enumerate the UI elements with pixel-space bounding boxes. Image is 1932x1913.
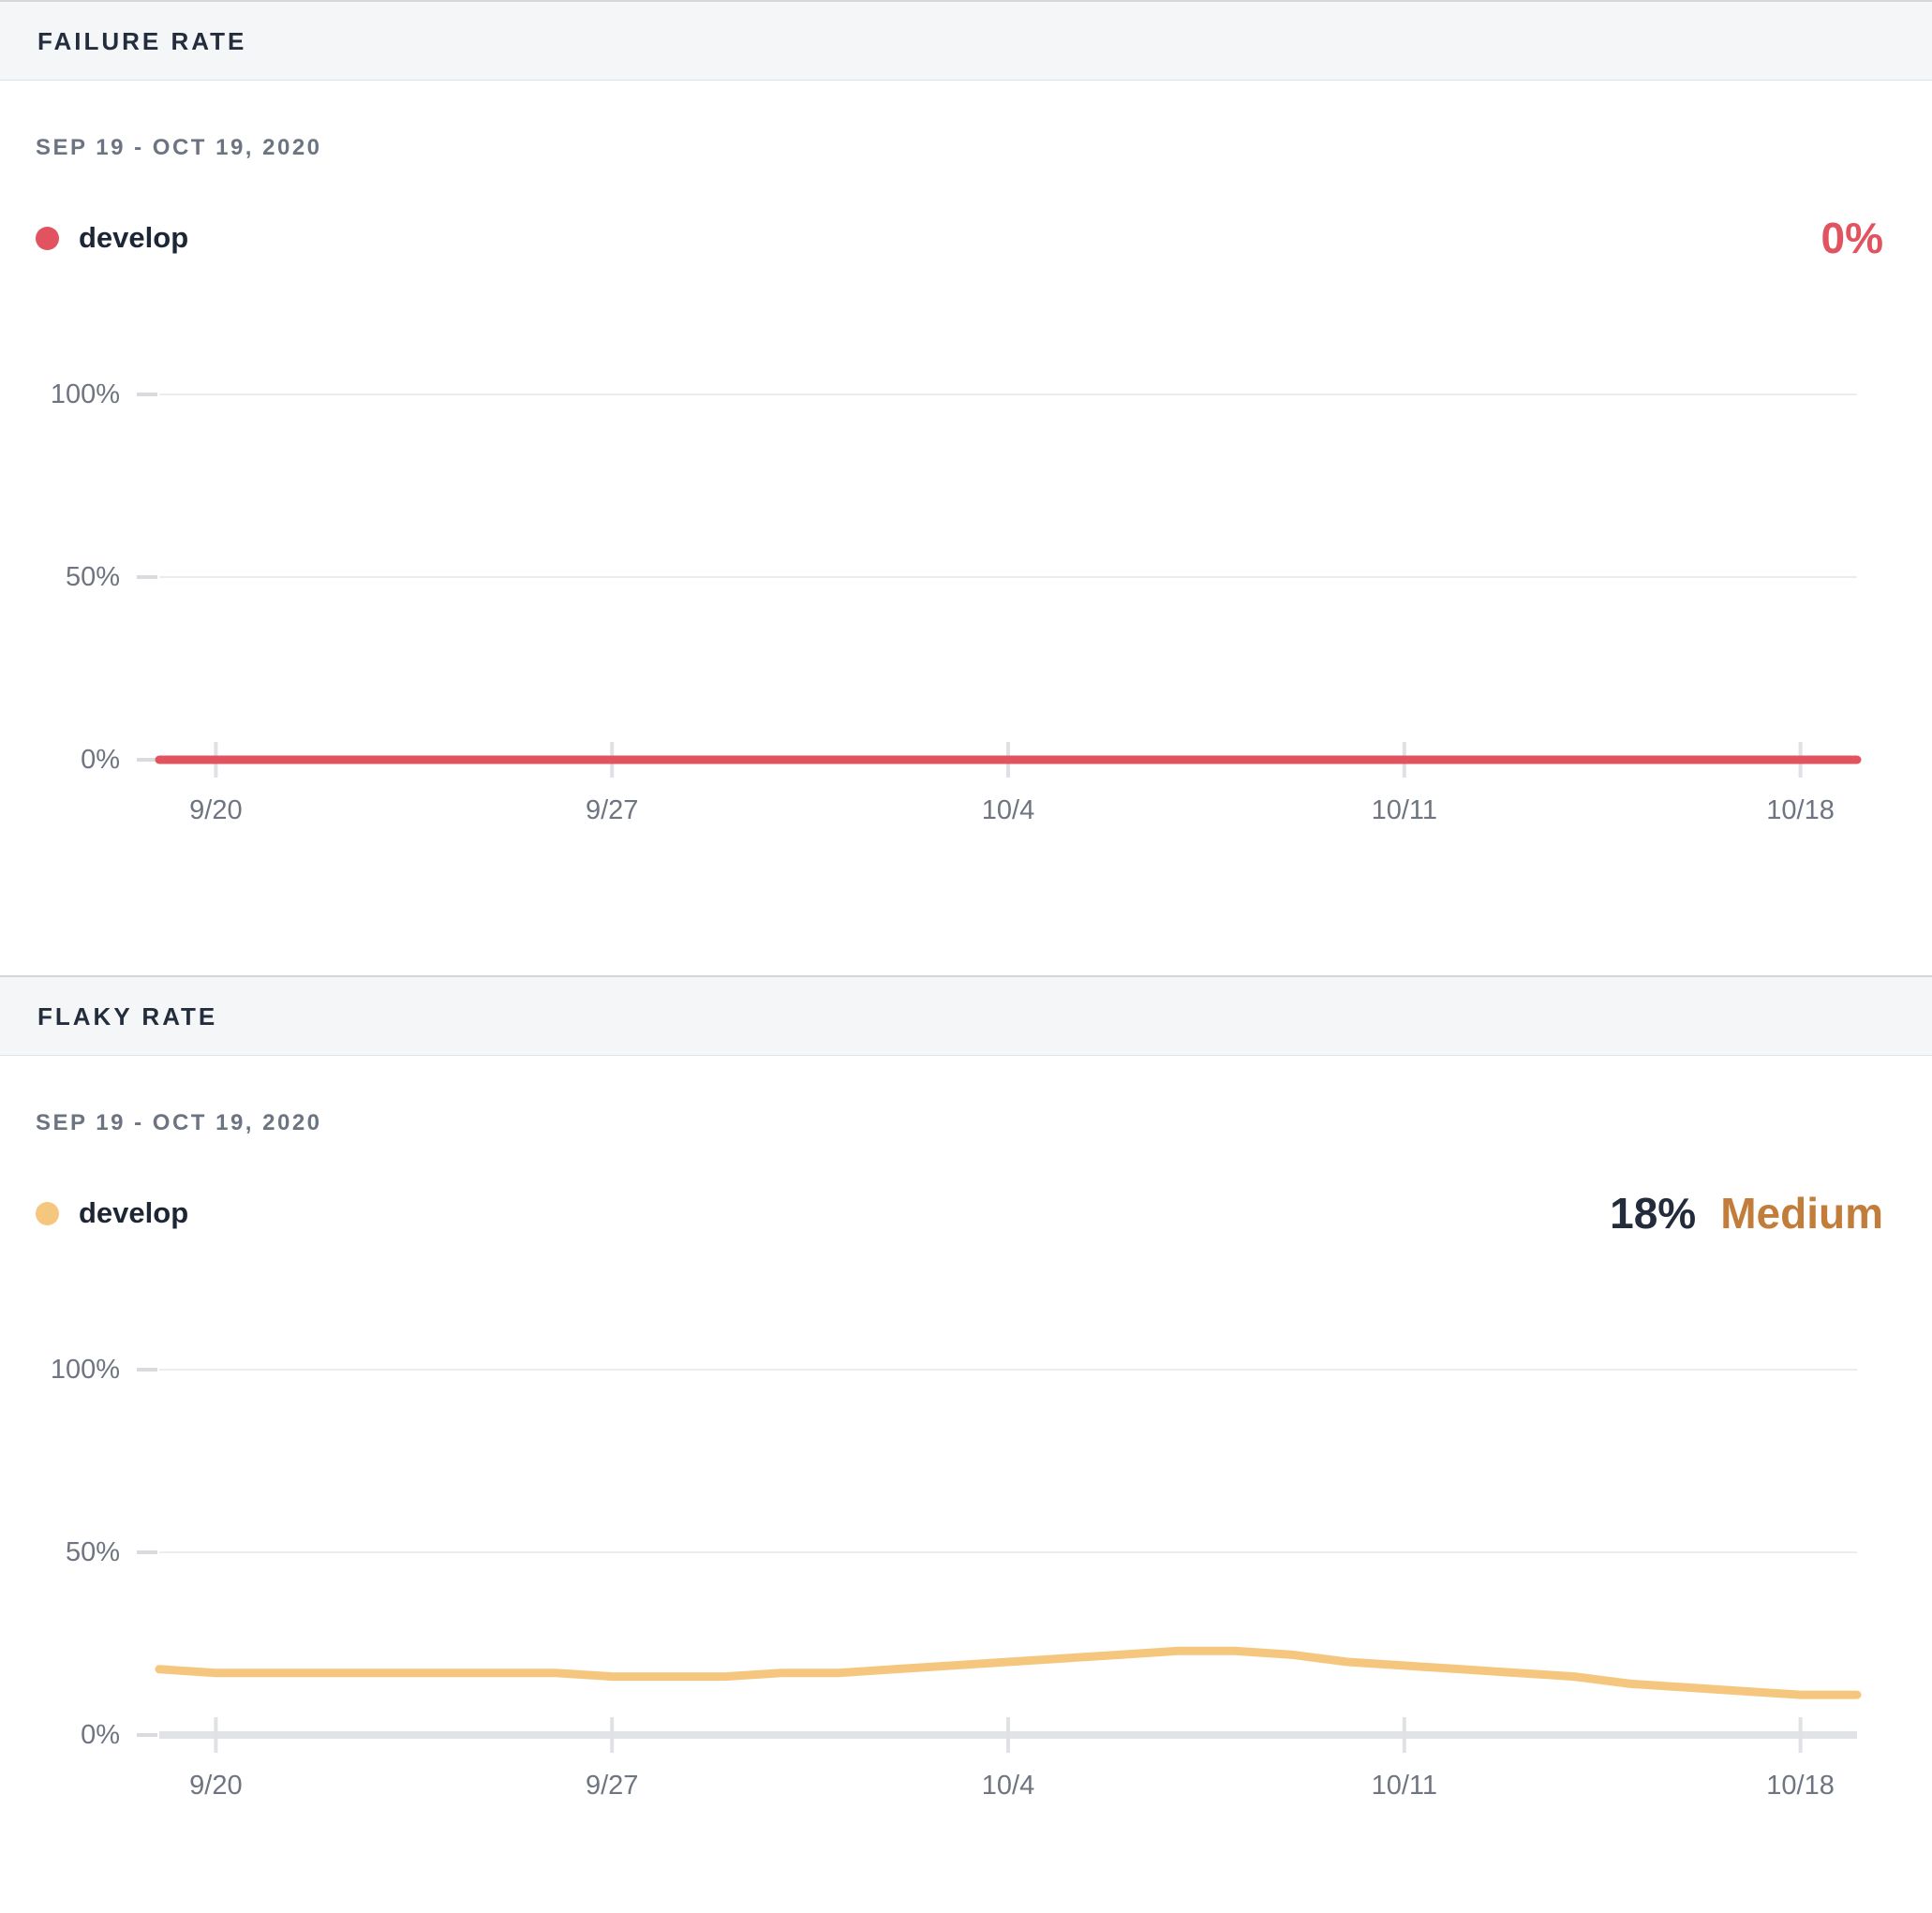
failure-ytick-50: 50% (65, 562, 120, 592)
failure-rate-title: FAILURE RATE (37, 27, 247, 55)
flaky-date-range: SEP 19 - OCT 19, 2020 (36, 1110, 322, 1135)
failure-rate-chart[interactable] (0, 0, 1932, 975)
flaky-ytick-50: 50% (65, 1537, 120, 1567)
failure-ytick-100: 100% (50, 379, 120, 409)
failure-xtick-1: 9/20 (189, 795, 243, 825)
flaky-rate-title: FLAKY RATE (37, 1002, 218, 1031)
flaky-xtick-3: 10/4 (981, 1771, 1035, 1801)
flaky-series-dot (36, 1201, 59, 1225)
failure-xtick-4: 10/11 (1371, 795, 1437, 825)
failure-value-wrap: 0% (1821, 213, 1883, 263)
failure-branch-name: develop (79, 221, 189, 254)
flaky-legend-row: develop 18% Medium (36, 1183, 1883, 1243)
failure-xtick-3: 10/4 (981, 795, 1035, 825)
flaky-rate-section: FLAKY RATE SEP 19 - OCT 19, 2020 develop… (0, 975, 1932, 1913)
failure-xtick-2: 9/27 (585, 795, 639, 825)
flaky-xtick-4: 10/11 (1371, 1771, 1437, 1801)
flaky-ytick-0: 0% (81, 1720, 120, 1750)
flaky-rate-header-band: FLAKY RATE (0, 975, 1932, 1056)
failure-series-dot (36, 226, 59, 250)
flaky-branch-name: develop (79, 1196, 189, 1229)
flaky-ytick-100: 100% (50, 1355, 120, 1385)
failure-xtick-5: 10/18 (1766, 795, 1835, 825)
flaky-xtick-5: 10/18 (1766, 1771, 1835, 1801)
failure-rate-header-band: FAILURE RATE (0, 0, 1932, 81)
flaky-severity-badge: Medium (1720, 1189, 1883, 1238)
flaky-rate-value: 18% (1610, 1189, 1697, 1238)
failure-rate-section: FAILURE RATE SEP 19 - OCT 19, 2020 devel… (0, 0, 1932, 975)
failure-ytick-0: 0% (81, 745, 120, 775)
failure-date-range: SEP 19 - OCT 19, 2020 (36, 135, 322, 160)
failure-legend-row: develop 0% (36, 208, 1883, 268)
failure-rate-value: 0% (1821, 214, 1883, 262)
flaky-xtick-2: 9/27 (585, 1771, 639, 1801)
flaky-rate-chart[interactable] (0, 975, 1932, 1913)
flaky-value-wrap: 18% Medium (1610, 1188, 1883, 1238)
flaky-xtick-1: 9/20 (189, 1771, 243, 1801)
